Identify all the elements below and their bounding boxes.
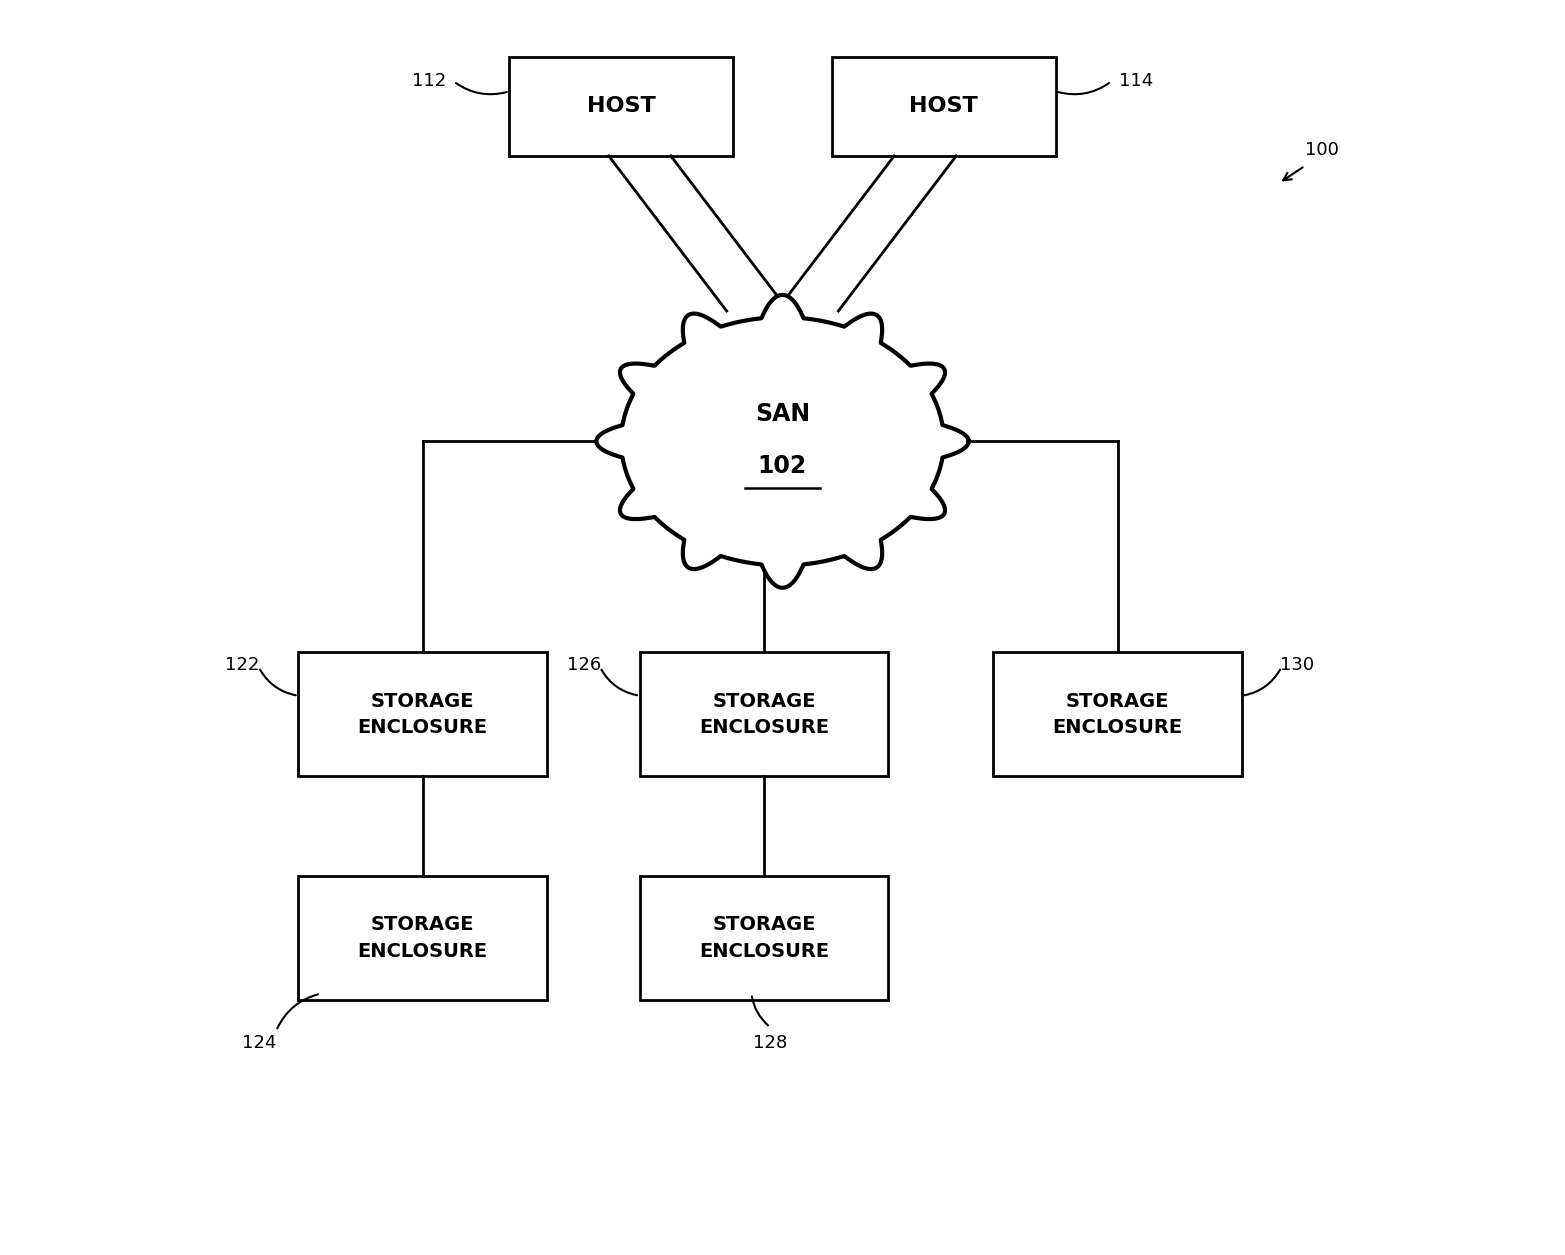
Text: SAN: SAN — [754, 402, 811, 425]
Text: STORAGE
ENCLOSURE: STORAGE ENCLOSURE — [357, 692, 488, 737]
FancyBboxPatch shape — [640, 653, 887, 777]
Polygon shape — [596, 295, 969, 587]
FancyBboxPatch shape — [510, 56, 732, 156]
Text: 114: 114 — [1119, 73, 1153, 90]
FancyBboxPatch shape — [994, 653, 1241, 777]
Text: 126: 126 — [567, 655, 601, 674]
Text: 130: 130 — [1280, 655, 1315, 674]
Text: 112: 112 — [412, 73, 446, 90]
Text: STORAGE
ENCLOSURE: STORAGE ENCLOSURE — [1053, 692, 1183, 737]
Text: HOST: HOST — [909, 97, 978, 117]
FancyBboxPatch shape — [833, 56, 1055, 156]
Text: 100: 100 — [1305, 141, 1340, 158]
Text: 128: 128 — [753, 1034, 787, 1052]
Text: STORAGE
ENCLOSURE: STORAGE ENCLOSURE — [357, 915, 488, 960]
FancyBboxPatch shape — [640, 876, 887, 1000]
FancyBboxPatch shape — [299, 876, 546, 1000]
Text: HOST: HOST — [587, 97, 656, 117]
Text: 124: 124 — [241, 1034, 275, 1052]
Text: 102: 102 — [757, 454, 808, 478]
Text: STORAGE
ENCLOSURE: STORAGE ENCLOSURE — [700, 915, 829, 960]
Text: 122: 122 — [225, 655, 260, 674]
Text: STORAGE
ENCLOSURE: STORAGE ENCLOSURE — [700, 692, 829, 737]
FancyBboxPatch shape — [299, 653, 546, 777]
